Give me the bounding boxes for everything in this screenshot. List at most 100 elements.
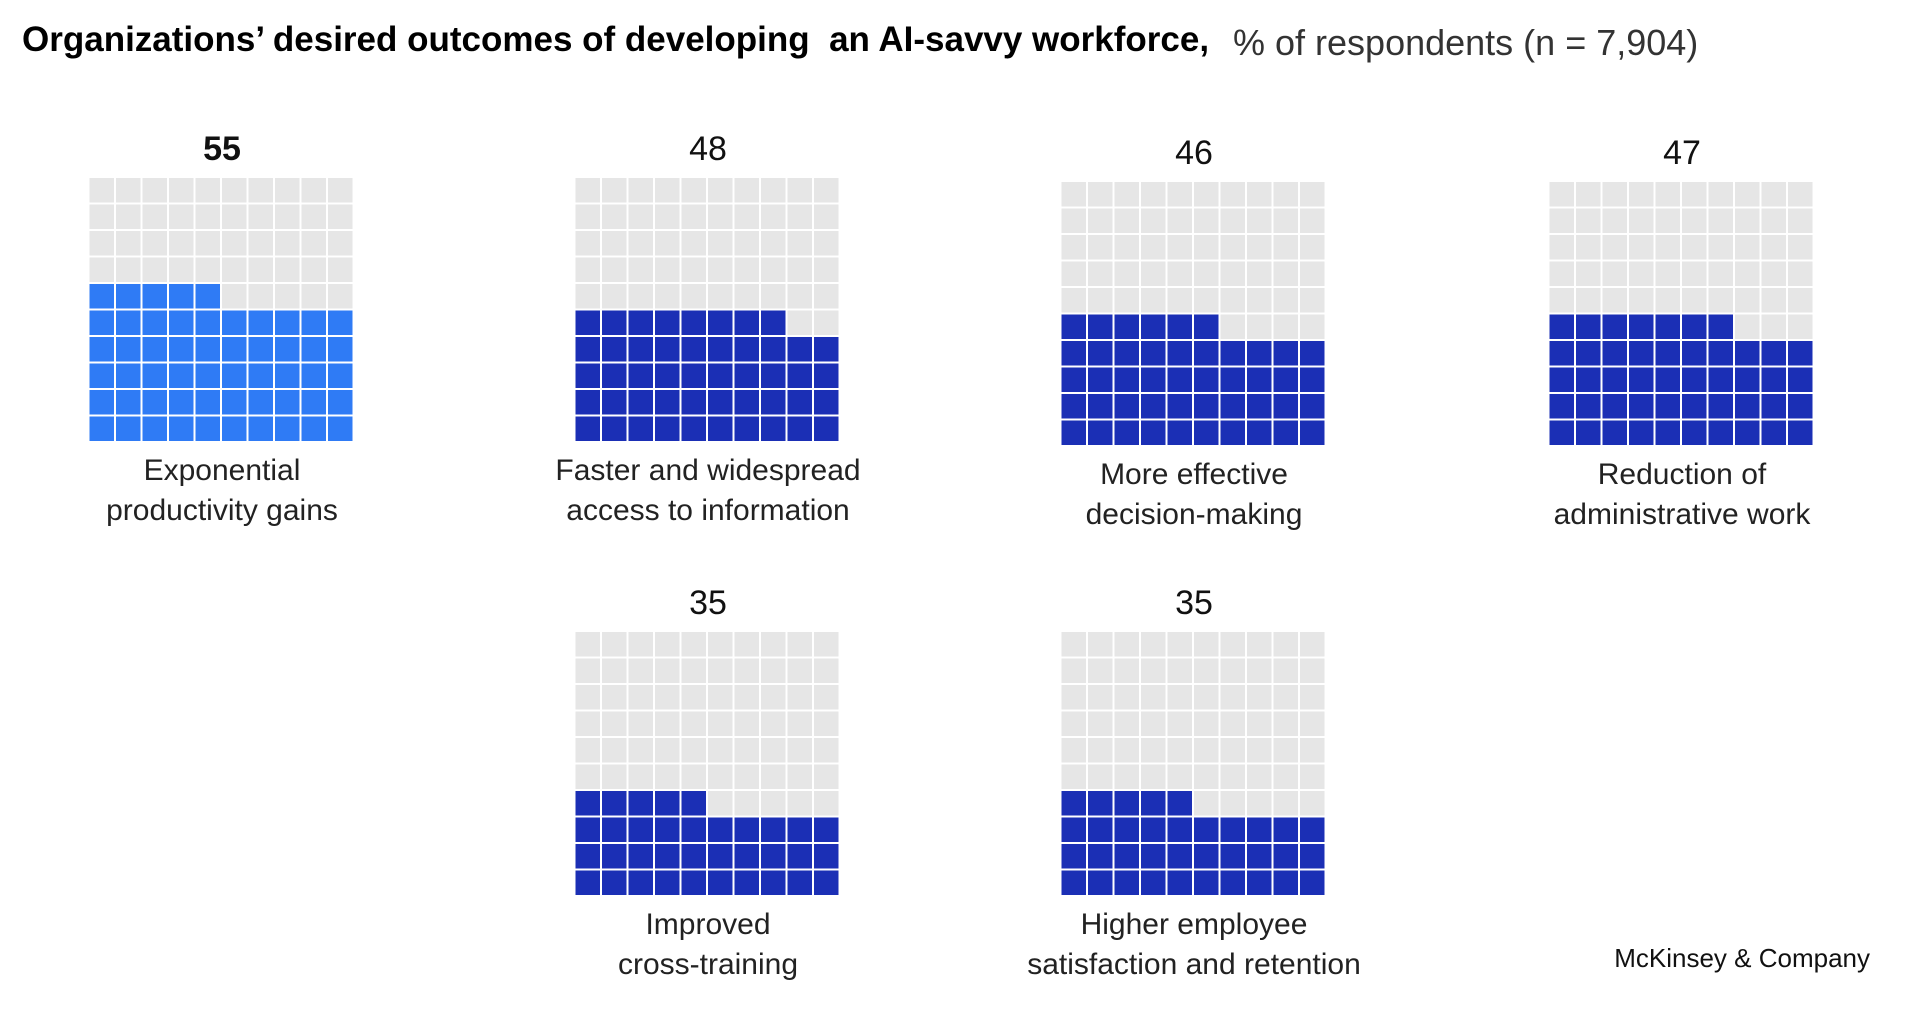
empty-cell: [222, 178, 247, 203]
filled-cell: [628, 870, 653, 895]
filled-cell: [1655, 367, 1680, 392]
filled-cell: [1167, 817, 1192, 842]
empty-cell: [1141, 658, 1166, 683]
filled-cell: [169, 390, 194, 415]
filled-cell: [575, 817, 600, 842]
empty-cell: [1061, 182, 1086, 207]
empty-cell: [116, 257, 141, 282]
filled-cell: [1576, 314, 1601, 339]
filled-cell: [575, 390, 600, 415]
empty-cell: [1300, 314, 1325, 339]
filled-cell: [787, 416, 812, 441]
filled-cell: [734, 870, 759, 895]
empty-cell: [1549, 208, 1574, 233]
category-label: More effective decision-making: [1085, 458, 1303, 531]
filled-cell: [628, 844, 653, 869]
filled-cell: [1061, 394, 1086, 419]
empty-cell: [1061, 632, 1086, 657]
empty-cell: [734, 257, 759, 282]
empty-cell: [628, 711, 653, 736]
empty-cell: [1194, 261, 1219, 286]
filled-cell: [1141, 420, 1166, 445]
empty-cell: [169, 231, 194, 256]
filled-cell: [275, 390, 300, 415]
filled-cell: [1194, 341, 1219, 366]
filled-cell: [1114, 367, 1139, 392]
filled-cell: [602, 870, 627, 895]
empty-cell: [761, 257, 786, 282]
filled-cell: [681, 791, 706, 816]
filled-cell: [1788, 341, 1813, 366]
value-label: 35: [689, 584, 727, 622]
empty-cell: [1088, 685, 1113, 710]
filled-cell: [1141, 314, 1166, 339]
filled-cell: [1141, 367, 1166, 392]
empty-cell: [1167, 182, 1192, 207]
empty-cell: [708, 791, 733, 816]
empty-cell: [761, 231, 786, 256]
empty-cell: [681, 632, 706, 657]
filled-cell: [1088, 341, 1113, 366]
filled-cell: [1088, 817, 1113, 842]
empty-cell: [1708, 235, 1733, 260]
empty-cell: [787, 310, 812, 335]
empty-cell: [1247, 314, 1272, 339]
filled-cell: [301, 363, 326, 388]
filled-cell: [787, 337, 812, 362]
empty-cell: [1141, 711, 1166, 736]
filled-cell: [1576, 394, 1601, 419]
empty-cell: [89, 178, 114, 203]
empty-cell: [761, 204, 786, 229]
empty-cell: [1247, 764, 1272, 789]
empty-cell: [575, 764, 600, 789]
filled-cell: [195, 363, 220, 388]
filled-cell: [1629, 341, 1654, 366]
empty-cell: [1220, 261, 1245, 286]
filled-cell: [328, 390, 353, 415]
empty-cell: [681, 204, 706, 229]
filled-cell: [1549, 341, 1574, 366]
filled-cell: [1194, 870, 1219, 895]
filled-cell: [1273, 394, 1298, 419]
filled-cell: [1300, 367, 1325, 392]
value-label: 35: [1175, 584, 1213, 622]
filled-cell: [1300, 817, 1325, 842]
filled-cell: [1167, 394, 1192, 419]
empty-cell: [1194, 208, 1219, 233]
filled-cell: [1061, 341, 1086, 366]
filled-cell: [1247, 341, 1272, 366]
filled-cell: [655, 390, 680, 415]
filled-cell: [142, 416, 167, 441]
filled-cell: [1061, 791, 1086, 816]
empty-cell: [1655, 182, 1680, 207]
filled-cell: [1629, 420, 1654, 445]
empty-cell: [787, 685, 812, 710]
empty-cell: [1300, 235, 1325, 260]
filled-cell: [142, 284, 167, 309]
empty-cell: [1682, 208, 1707, 233]
filled-cell: [89, 310, 114, 335]
filled-cell: [195, 284, 220, 309]
filled-cell: [575, 310, 600, 335]
filled-cell: [1602, 394, 1627, 419]
filled-cell: [1088, 844, 1113, 869]
filled-cell: [814, 390, 839, 415]
empty-cell: [1088, 208, 1113, 233]
filled-cell: [1114, 791, 1139, 816]
empty-cell: [734, 658, 759, 683]
empty-cell: [1061, 711, 1086, 736]
filled-cell: [275, 363, 300, 388]
empty-cell: [814, 791, 839, 816]
filled-cell: [1655, 420, 1680, 445]
filled-cell: [655, 870, 680, 895]
waffle-fill: [575, 791, 839, 895]
filled-cell: [275, 310, 300, 335]
empty-cell: [1629, 235, 1654, 260]
empty-cell: [761, 178, 786, 203]
filled-cell: [1682, 314, 1707, 339]
empty-cell: [655, 764, 680, 789]
empty-cell: [1114, 764, 1139, 789]
filled-cell: [222, 310, 247, 335]
filled-cell: [814, 363, 839, 388]
filled-cell: [1761, 420, 1786, 445]
